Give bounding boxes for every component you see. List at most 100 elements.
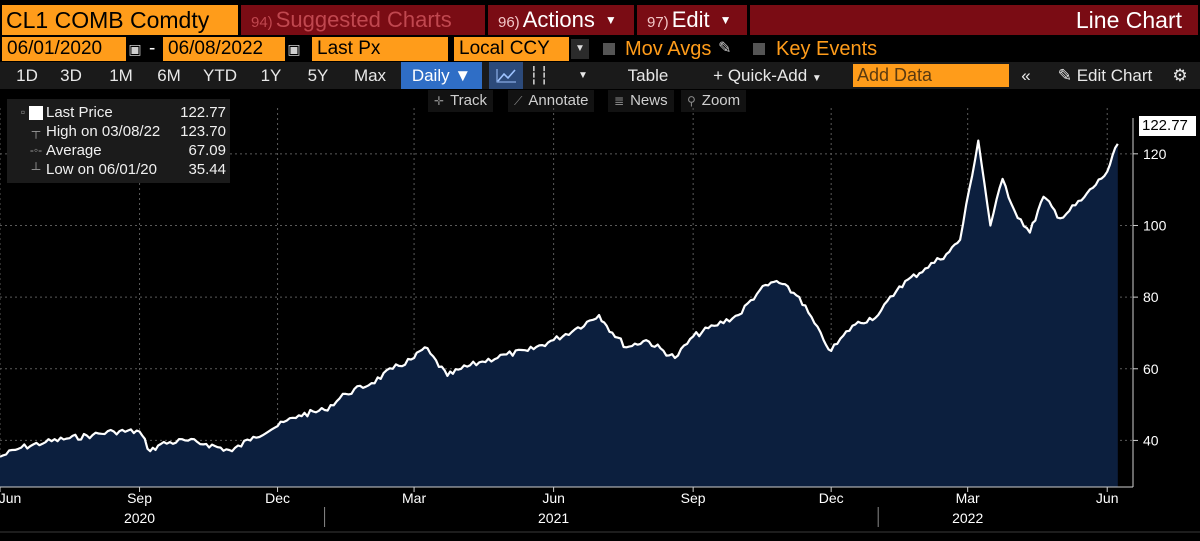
actions-menu-button[interactable]: 96) Actions ▼ <box>488 5 634 35</box>
pencil-icon: ✎ <box>1057 66 1072 85</box>
gear-icon[interactable]: ⚙ <box>1172 66 1188 85</box>
collapse-double-chevron-icon[interactable]: « <box>1021 66 1031 85</box>
x-tick-label: Jun <box>0 490 21 506</box>
mov-avgs-label[interactable]: Mov Avgs <box>625 38 712 60</box>
x-tick-label: Mar <box>956 490 980 506</box>
low-marker-icon: ┴ <box>31 162 41 176</box>
actions-label: Actions <box>522 7 595 32</box>
x-year-label: 2021 <box>538 510 569 526</box>
legend-low-value: 35.44 <box>188 161 226 178</box>
news-label: News <box>630 92 668 109</box>
x-tick-label: Mar <box>402 490 426 506</box>
legend-high-value: 123.70 <box>180 123 226 140</box>
x-tick-label: Jun <box>542 490 565 506</box>
track-tool[interactable]: ✛ Track <box>428 90 494 112</box>
legend-average-value: 67.09 <box>188 142 226 159</box>
y-tick-label: 120 <box>1143 146 1167 162</box>
legend-last-price: ▫ Last Price 122.77 <box>7 103 230 122</box>
y-tick-label: 100 <box>1143 217 1167 233</box>
quick-add-button[interactable]: + Quick-Add ▼ <box>700 62 835 89</box>
y-tick-label: 80 <box>1143 289 1159 305</box>
y-tick-label: 40 <box>1143 432 1159 448</box>
y-axis-ticks: 40 60 80 100 120 <box>1133 146 1167 448</box>
mov-avgs-checkbox[interactable] <box>603 43 615 55</box>
legend-low-label: Low on 06/01/20 <box>46 161 157 178</box>
range-1m-button[interactable]: 1M <box>109 66 133 85</box>
zoom-label: Zoom <box>701 92 741 109</box>
magnifier-icon: ⚲ <box>687 94 696 108</box>
key-events-checkbox[interactable] <box>753 43 765 55</box>
range-ytd-button[interactable]: YTD <box>203 66 237 85</box>
chevron-down-icon: ▼ <box>719 13 732 27</box>
chart-legend[interactable]: ▫ Last Price 122.77 ┬ High on 03/08/22 1… <box>7 99 230 183</box>
chart-type-dropdown-icon[interactable]: ▼ <box>578 70 588 81</box>
edit-number: 97) <box>647 14 669 31</box>
currency-selector[interactable]: Local CCY <box>454 37 569 61</box>
legend-last-value: 122.77 <box>180 104 226 121</box>
range-1d-button[interactable]: 1D <box>16 66 38 85</box>
legend-average-label: Average <box>46 142 102 159</box>
x-tick-label: Sep <box>127 490 152 506</box>
edit-menu-button[interactable]: 97) Edit ▼ <box>637 5 747 35</box>
legend-high: ┬ High on 03/08/22 123.70 <box>7 122 230 141</box>
x-tick-label: Jun <box>1096 490 1119 506</box>
start-date-input[interactable]: 06/01/2020 <box>2 37 126 61</box>
high-marker-icon: ┬ <box>31 124 41 138</box>
annotate-icon: ⟋ <box>514 94 523 108</box>
last-price-tag: 122.77 <box>1139 116 1196 136</box>
edit-chart-button[interactable]: ✎ Edit Chart <box>1045 62 1165 89</box>
chevron-down-icon: ▼ <box>811 73 822 84</box>
edit-chart-label: Edit Chart <box>1076 66 1153 85</box>
chart-type-title: Line Chart <box>750 5 1198 35</box>
line-chart-glyph <box>496 69 516 83</box>
crosshair-icon: ✛ <box>434 94 445 108</box>
edit-label: Edit <box>671 7 710 32</box>
x-year-label: 2020 <box>124 510 155 526</box>
field-selector[interactable]: Last Px <box>312 37 448 61</box>
title-bar: CL1 COMB Comdty 94) Suggested Charts 96) A… <box>0 0 1200 36</box>
range-1y-button[interactable]: 1Y <box>260 66 282 85</box>
options-bar: 06/01/2020 ▣ - 06/08/2022 ▣ Last Px Loca… <box>0 37 1200 62</box>
price-line <box>0 139 1119 458</box>
range-max-button[interactable]: Max <box>353 66 387 85</box>
ticker-field[interactable]: CL1 COMB Comdty <box>2 5 238 35</box>
calendar-icon[interactable]: ▣ <box>128 41 142 57</box>
price-area-fill <box>0 140 1118 487</box>
x-year-label: 2022 <box>952 510 983 526</box>
range-3d-button[interactable]: 3D <box>60 66 82 85</box>
range-6m-button[interactable]: 6M <box>157 66 181 85</box>
annotate-label: Annotate <box>528 92 589 109</box>
actions-number: 96) <box>498 14 520 31</box>
toolbar: 1D 3D 1M 6M YTD 1Y 5Y Max Daily ▼ ┆┆ ▼ T… <box>0 62 1200 89</box>
x-axis-ticks: Jun Sep Dec Mar Jun Sep Dec Mar Jun 2020 2021 2022 <box>0 487 1200 533</box>
annotate-tool[interactable]: ⟋ Annotate <box>508 90 595 112</box>
x-tick-label: Sep <box>681 490 706 506</box>
zoom-tool[interactable]: ⚲ Zoom <box>681 90 747 112</box>
end-date-input[interactable]: 06/08/2022 <box>163 37 285 61</box>
series-color-swatch <box>29 106 43 120</box>
news-tool[interactable]: ≣ News <box>608 90 674 112</box>
x-tick-label: Dec <box>265 490 290 506</box>
tree-collapse-icon[interactable]: ▫ <box>20 105 26 119</box>
table-button[interactable]: Table <box>627 66 669 85</box>
add-data-input[interactable]: Add Data <box>853 64 1009 87</box>
bar-chart-icon[interactable]: ┆┆ <box>528 66 550 85</box>
legend-last-label: Last Price <box>46 104 113 121</box>
suggested-charts-number: 94) <box>251 14 273 31</box>
legend-high-label: High on 03/08/22 <box>46 123 161 140</box>
line-chart-icon[interactable] <box>489 62 523 89</box>
news-icon: ≣ <box>614 94 625 108</box>
currency-dropdown-icon[interactable]: ▼ <box>571 39 589 59</box>
legend-low: ┴ Low on 06/01/20 35.44 <box>7 160 230 179</box>
average-marker-icon: -◦- <box>29 143 43 157</box>
pencil-icon[interactable]: ✎ <box>718 40 732 57</box>
date-separator: - <box>149 38 156 59</box>
range-5y-button[interactable]: 5Y <box>307 66 329 85</box>
calendar-icon[interactable]: ▣ <box>287 41 301 57</box>
suggested-charts-button[interactable]: 94) Suggested Charts <box>241 5 485 35</box>
suggested-charts-label: Suggested Charts <box>275 7 452 32</box>
key-events-label[interactable]: Key Events <box>776 38 878 60</box>
frequency-dropdown[interactable]: Daily ▼ <box>401 62 482 89</box>
chevron-down-icon: ▼ <box>604 13 617 27</box>
